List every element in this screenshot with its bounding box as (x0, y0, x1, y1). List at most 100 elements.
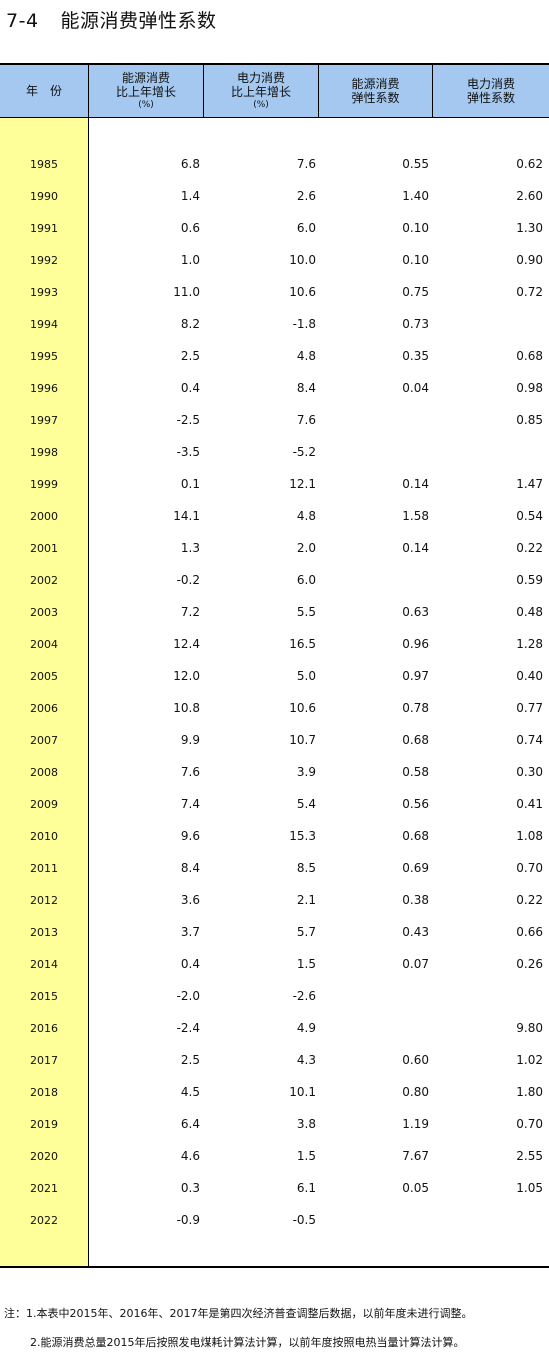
table-row: 2022 -0.9 -0.5 (0, 1213, 549, 1233)
table-row: 1990 1.4 2.6 1.40 2.60 (0, 189, 549, 209)
footnotes: 注：1.本表中2015年、2016年、2017年是第四次经济普查调整后数据，以前… (4, 1306, 472, 1351)
header-divider (203, 65, 204, 117)
table-row: 2004 12.4 16.5 0.96 1.28 (0, 637, 549, 657)
cell-power-growth: 2.6 (296, 189, 316, 203)
table-row: 2008 7.6 3.9 0.58 0.30 (0, 765, 549, 785)
cell-year: 1996 (30, 382, 58, 395)
cell-power-elasticity: 0.74 (516, 733, 543, 747)
header-power-growth-line1: 电力消费 (236, 71, 285, 85)
cell-year: 2014 (30, 958, 58, 971)
cell-year: 1998 (30, 446, 58, 459)
cell-power-growth: 7.6 (296, 157, 316, 171)
cell-power-elasticity: 1.28 (516, 637, 543, 651)
cell-energy-elasticity: 0.07 (402, 957, 429, 971)
cell-year: 2011 (30, 862, 58, 875)
cell-energy-growth: 4.5 (180, 1085, 200, 1099)
cell-power-growth: 3.9 (296, 765, 316, 779)
cell-year: 1999 (30, 478, 58, 491)
cell-year: 2003 (30, 606, 58, 619)
cell-energy-growth: 0.4 (180, 957, 200, 971)
cell-energy-growth: 1.3 (180, 541, 200, 555)
footnote-2: 2.能源消费总量2015年后按照发电煤耗计算法计算，以前年度按照电热当量计算法计… (30, 1336, 465, 1349)
cell-power-growth: 16.5 (289, 637, 316, 651)
header-energy-growth-line2: 比上年增长 (115, 85, 176, 99)
header-divider (88, 65, 89, 117)
cell-power-elasticity: 1.80 (516, 1085, 543, 1099)
cell-energy-growth: 9.9 (180, 733, 200, 747)
cell-energy-elasticity: 0.96 (402, 637, 429, 651)
cell-power-growth: -5.2 (292, 445, 316, 459)
cell-power-elasticity: 0.54 (516, 509, 543, 523)
table-row: 2010 9.6 15.3 0.68 1.08 (0, 829, 549, 849)
table-row: 1998 -3.5 -5.2 (0, 445, 549, 465)
cell-energy-growth: 0.4 (180, 381, 200, 395)
table-row: 1993 11.0 10.6 0.75 0.72 (0, 285, 549, 305)
cell-energy-elasticity: 0.60 (402, 1053, 429, 1067)
header-bottom-border (0, 117, 549, 118)
table-title: 能源消费弹性系数 (60, 10, 217, 32)
cell-power-elasticity: 0.90 (516, 253, 543, 267)
cell-energy-growth: -2.5 (176, 413, 200, 427)
cell-year: 1990 (30, 190, 58, 203)
table-row: 1992 1.0 10.0 0.10 0.90 (0, 253, 549, 273)
table-row: 2014 0.4 1.5 0.07 0.26 (0, 957, 549, 977)
cell-energy-growth: 11.0 (173, 285, 200, 299)
cell-power-growth: 7.6 (296, 413, 316, 427)
year-column-border (88, 118, 89, 1266)
cell-energy-growth: -2.0 (176, 989, 200, 1003)
header-energy-elasticity: 能源消费 弹性系数 (319, 65, 432, 117)
cell-power-growth: 10.6 (289, 701, 316, 715)
cell-year: 2009 (30, 798, 58, 811)
cell-power-growth: -2.6 (292, 989, 316, 1003)
table-row: 1999 0.1 12.1 0.14 1.47 (0, 477, 549, 497)
cell-power-elasticity: 0.41 (516, 797, 543, 811)
cell-power-elasticity: 0.98 (516, 381, 543, 395)
cell-power-elasticity: 2.60 (516, 189, 543, 203)
cell-power-elasticity: 0.85 (516, 413, 543, 427)
cell-power-growth: 8.5 (296, 861, 316, 875)
elasticity-table: 年 份 能源消费 比上年增长 (%) 电力消费 比上年增长 (%) 能源消费 弹… (0, 63, 549, 1268)
cell-energy-elasticity: 0.78 (402, 701, 429, 715)
cell-power-elasticity: 0.62 (516, 157, 543, 171)
cell-power-elasticity: 0.70 (516, 861, 543, 875)
cell-energy-elasticity: 0.38 (402, 893, 429, 907)
cell-energy-growth: 12.0 (173, 669, 200, 683)
cell-power-growth: 5.7 (296, 925, 316, 939)
cell-power-elasticity: 0.22 (516, 893, 543, 907)
cell-energy-elasticity: 0.75 (402, 285, 429, 299)
cell-year: 1992 (30, 254, 58, 267)
cell-energy-growth: 6.4 (180, 1117, 200, 1131)
cell-energy-growth: 14.1 (173, 509, 200, 523)
cell-energy-growth: 1.0 (180, 253, 200, 267)
cell-power-growth: 5.4 (296, 797, 316, 811)
cell-power-growth: 6.0 (296, 573, 316, 587)
cell-power-growth: 3.8 (296, 1117, 316, 1131)
table-row: 1985 6.8 7.6 0.55 0.62 (0, 157, 549, 177)
table-row: 2002 -0.2 6.0 0.59 (0, 573, 549, 593)
cell-power-growth: 1.5 (296, 957, 316, 971)
cell-energy-growth: 4.6 (180, 1149, 200, 1163)
cell-power-growth: 5.5 (296, 605, 316, 619)
header-power-elasticity: 电力消费 弹性系数 (433, 65, 549, 117)
cell-power-growth: 5.0 (296, 669, 316, 683)
cell-power-growth: 4.9 (296, 1021, 316, 1035)
table-row: 2012 3.6 2.1 0.38 0.22 (0, 893, 549, 913)
cell-year: 1995 (30, 350, 58, 363)
cell-energy-growth: 3.7 (180, 925, 200, 939)
table-row: 2003 7.2 5.5 0.63 0.48 (0, 605, 549, 625)
cell-year: 2004 (30, 638, 58, 651)
cell-energy-elasticity: 0.73 (402, 317, 429, 331)
cell-energy-growth: 8.4 (180, 861, 200, 875)
cell-power-growth: 15.3 (289, 829, 316, 843)
cell-year: 2001 (30, 542, 58, 555)
cell-energy-elasticity: 0.55 (402, 157, 429, 171)
year-column-background (0, 118, 88, 1266)
cell-energy-elasticity: 7.67 (402, 1149, 429, 1163)
page-title: 7-4 能源消费弹性系数 (6, 6, 217, 33)
cell-power-growth: 10.0 (289, 253, 316, 267)
cell-energy-growth: 7.2 (180, 605, 200, 619)
cell-year: 2021 (30, 1182, 58, 1195)
table-row: 1996 0.4 8.4 0.04 0.98 (0, 381, 549, 401)
cell-year: 2006 (30, 702, 58, 715)
header-power-growth-line2: 比上年增长 (230, 85, 291, 99)
